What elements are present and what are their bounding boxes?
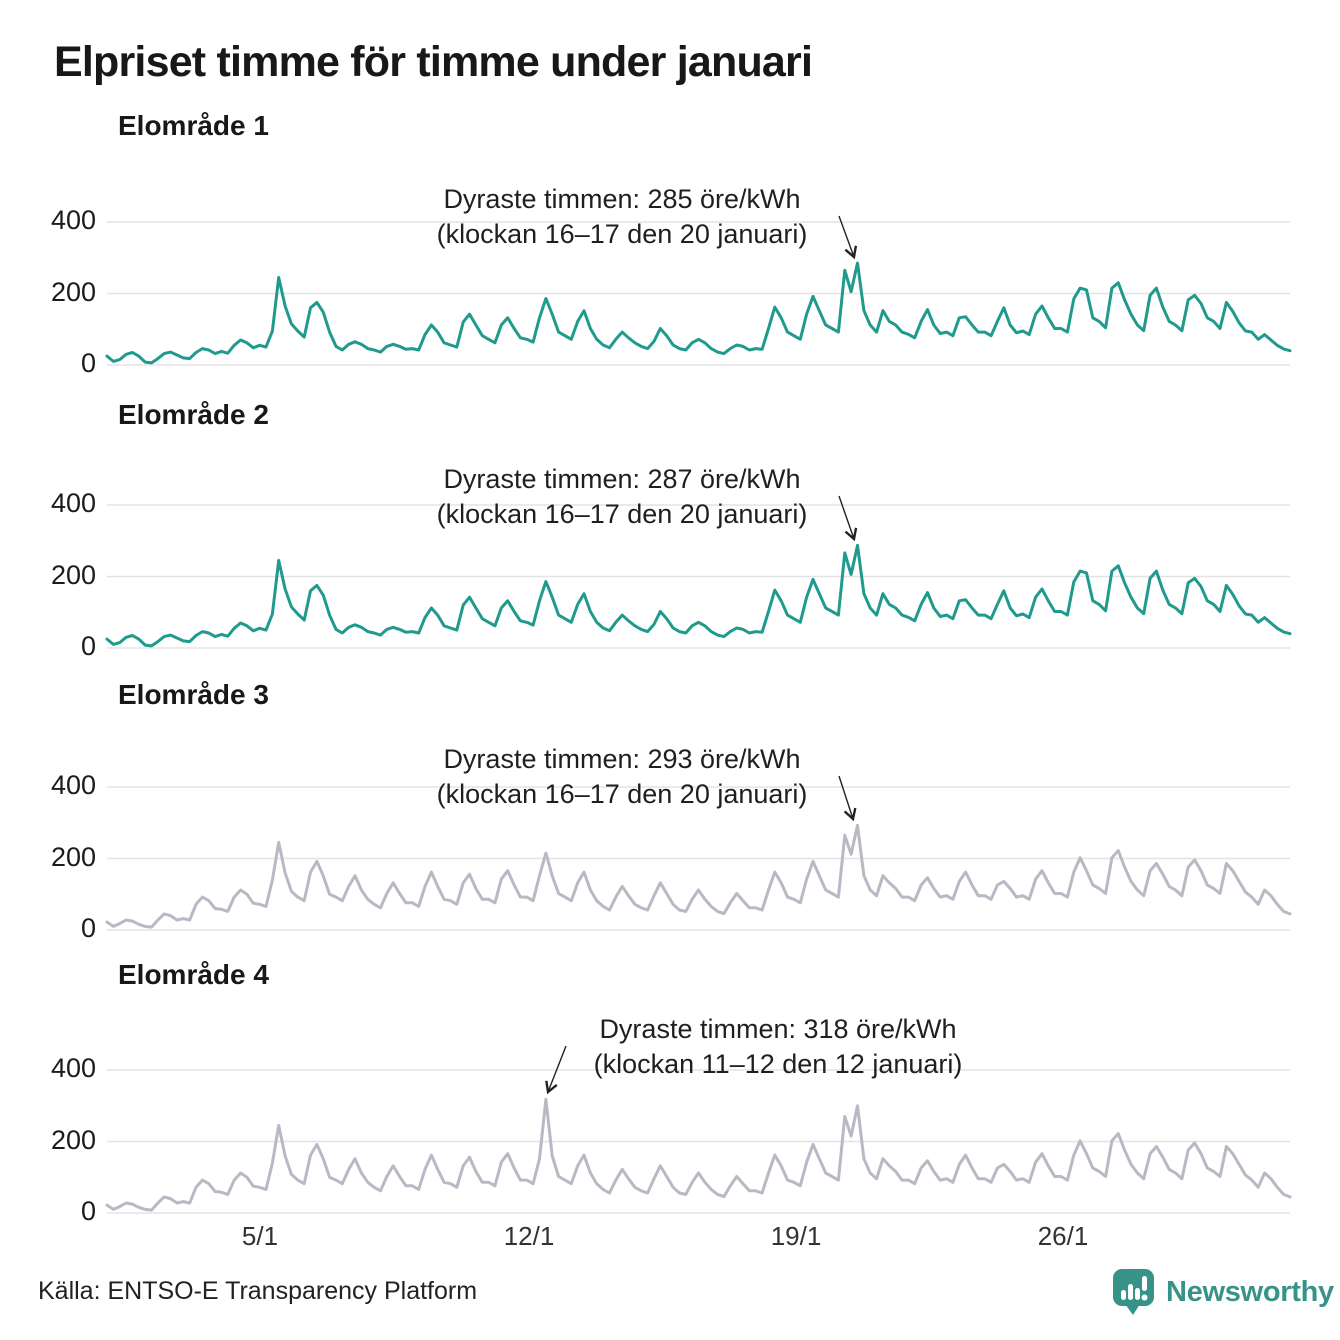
annotation-panel-3-line1: Dyraste timmen: 293 öre/kWh — [443, 744, 801, 774]
source-note: Källa: ENTSO-E Transparency Platform — [38, 1277, 478, 1305]
annotation-panel-3-line2: (klockan 16–17 den 20 januari) — [436, 779, 808, 809]
y-tick-label: 400 — [50, 488, 96, 518]
y-tick-label: 200 — [50, 276, 96, 307]
annotation-panel-2-line1: Dyraste timmen: 287 öre/kWh — [443, 464, 801, 494]
price-series-lines — [105, 261, 1292, 1212]
y-tick-label: 0 — [80, 631, 96, 661]
annotation-panel-1: Dyraste timmen: 285 öre/kWh (klockan 16–… — [372, 182, 872, 252]
brand-logo: Newsworthy — [1112, 1268, 1334, 1316]
y-tick-label: 0 — [80, 348, 96, 378]
y-tick-label: 200 — [50, 841, 96, 872]
annotation-panel-3: Dyraste timmen: 293 öre/kWh (klockan 16–… — [372, 742, 872, 812]
newsworthy-logo-icon — [1113, 1269, 1154, 1315]
annotation-panel-1-line2: (klockan 16–17 den 20 januari) — [436, 219, 808, 249]
annotation-arrows — [545, 215, 858, 1095]
y-tick-label: 400 — [50, 1053, 96, 1083]
panel-title-elomrade-3: Elområde 3 — [118, 679, 269, 710]
panel-title-elomrade-4: Elområde 4 — [118, 959, 269, 990]
y-tick-label: 0 — [80, 913, 96, 943]
annotation-panel-4: Dyraste timmen: 318 öre/kWh (klockan 11–… — [528, 1012, 1028, 1082]
annotation-panel-2-line2: (klockan 16–17 den 20 januari) — [436, 499, 808, 529]
x-tick-5-1: 5/1 — [241, 1221, 279, 1251]
y-tick-label: 200 — [50, 559, 96, 590]
gridlines — [107, 221, 1290, 1214]
x-tick-12-1: 12/1 — [503, 1221, 555, 1251]
x-tick-19-1: 19/1 — [770, 1221, 822, 1251]
annotation-panel-4-line2: (klockan 11–12 den 12 januari) — [593, 1049, 963, 1079]
annotation-panel-4-line1: Dyraste timmen: 318 öre/kWh — [599, 1014, 957, 1044]
page-title: Elpriset timme för timme under januari — [54, 38, 813, 86]
y-tick-label: 200 — [50, 1124, 96, 1155]
brand-name: Newsworthy — [1166, 1275, 1334, 1308]
panel-title-elomrade-2: Elområde 2 — [118, 399, 269, 430]
x-tick-26-1: 26/1 — [1037, 1221, 1089, 1251]
y-tick-label: 0 — [80, 1196, 96, 1226]
annotation-panel-2: Dyraste timmen: 287 öre/kWh (klockan 16–… — [372, 462, 872, 532]
y-tick-label: 400 — [50, 770, 96, 800]
annotation-panel-1-line1: Dyraste timmen: 285 öre/kWh — [443, 184, 801, 214]
y-tick-label: 400 — [50, 205, 96, 235]
panel-title-elomrade-1: Elområde 1 — [118, 110, 269, 141]
